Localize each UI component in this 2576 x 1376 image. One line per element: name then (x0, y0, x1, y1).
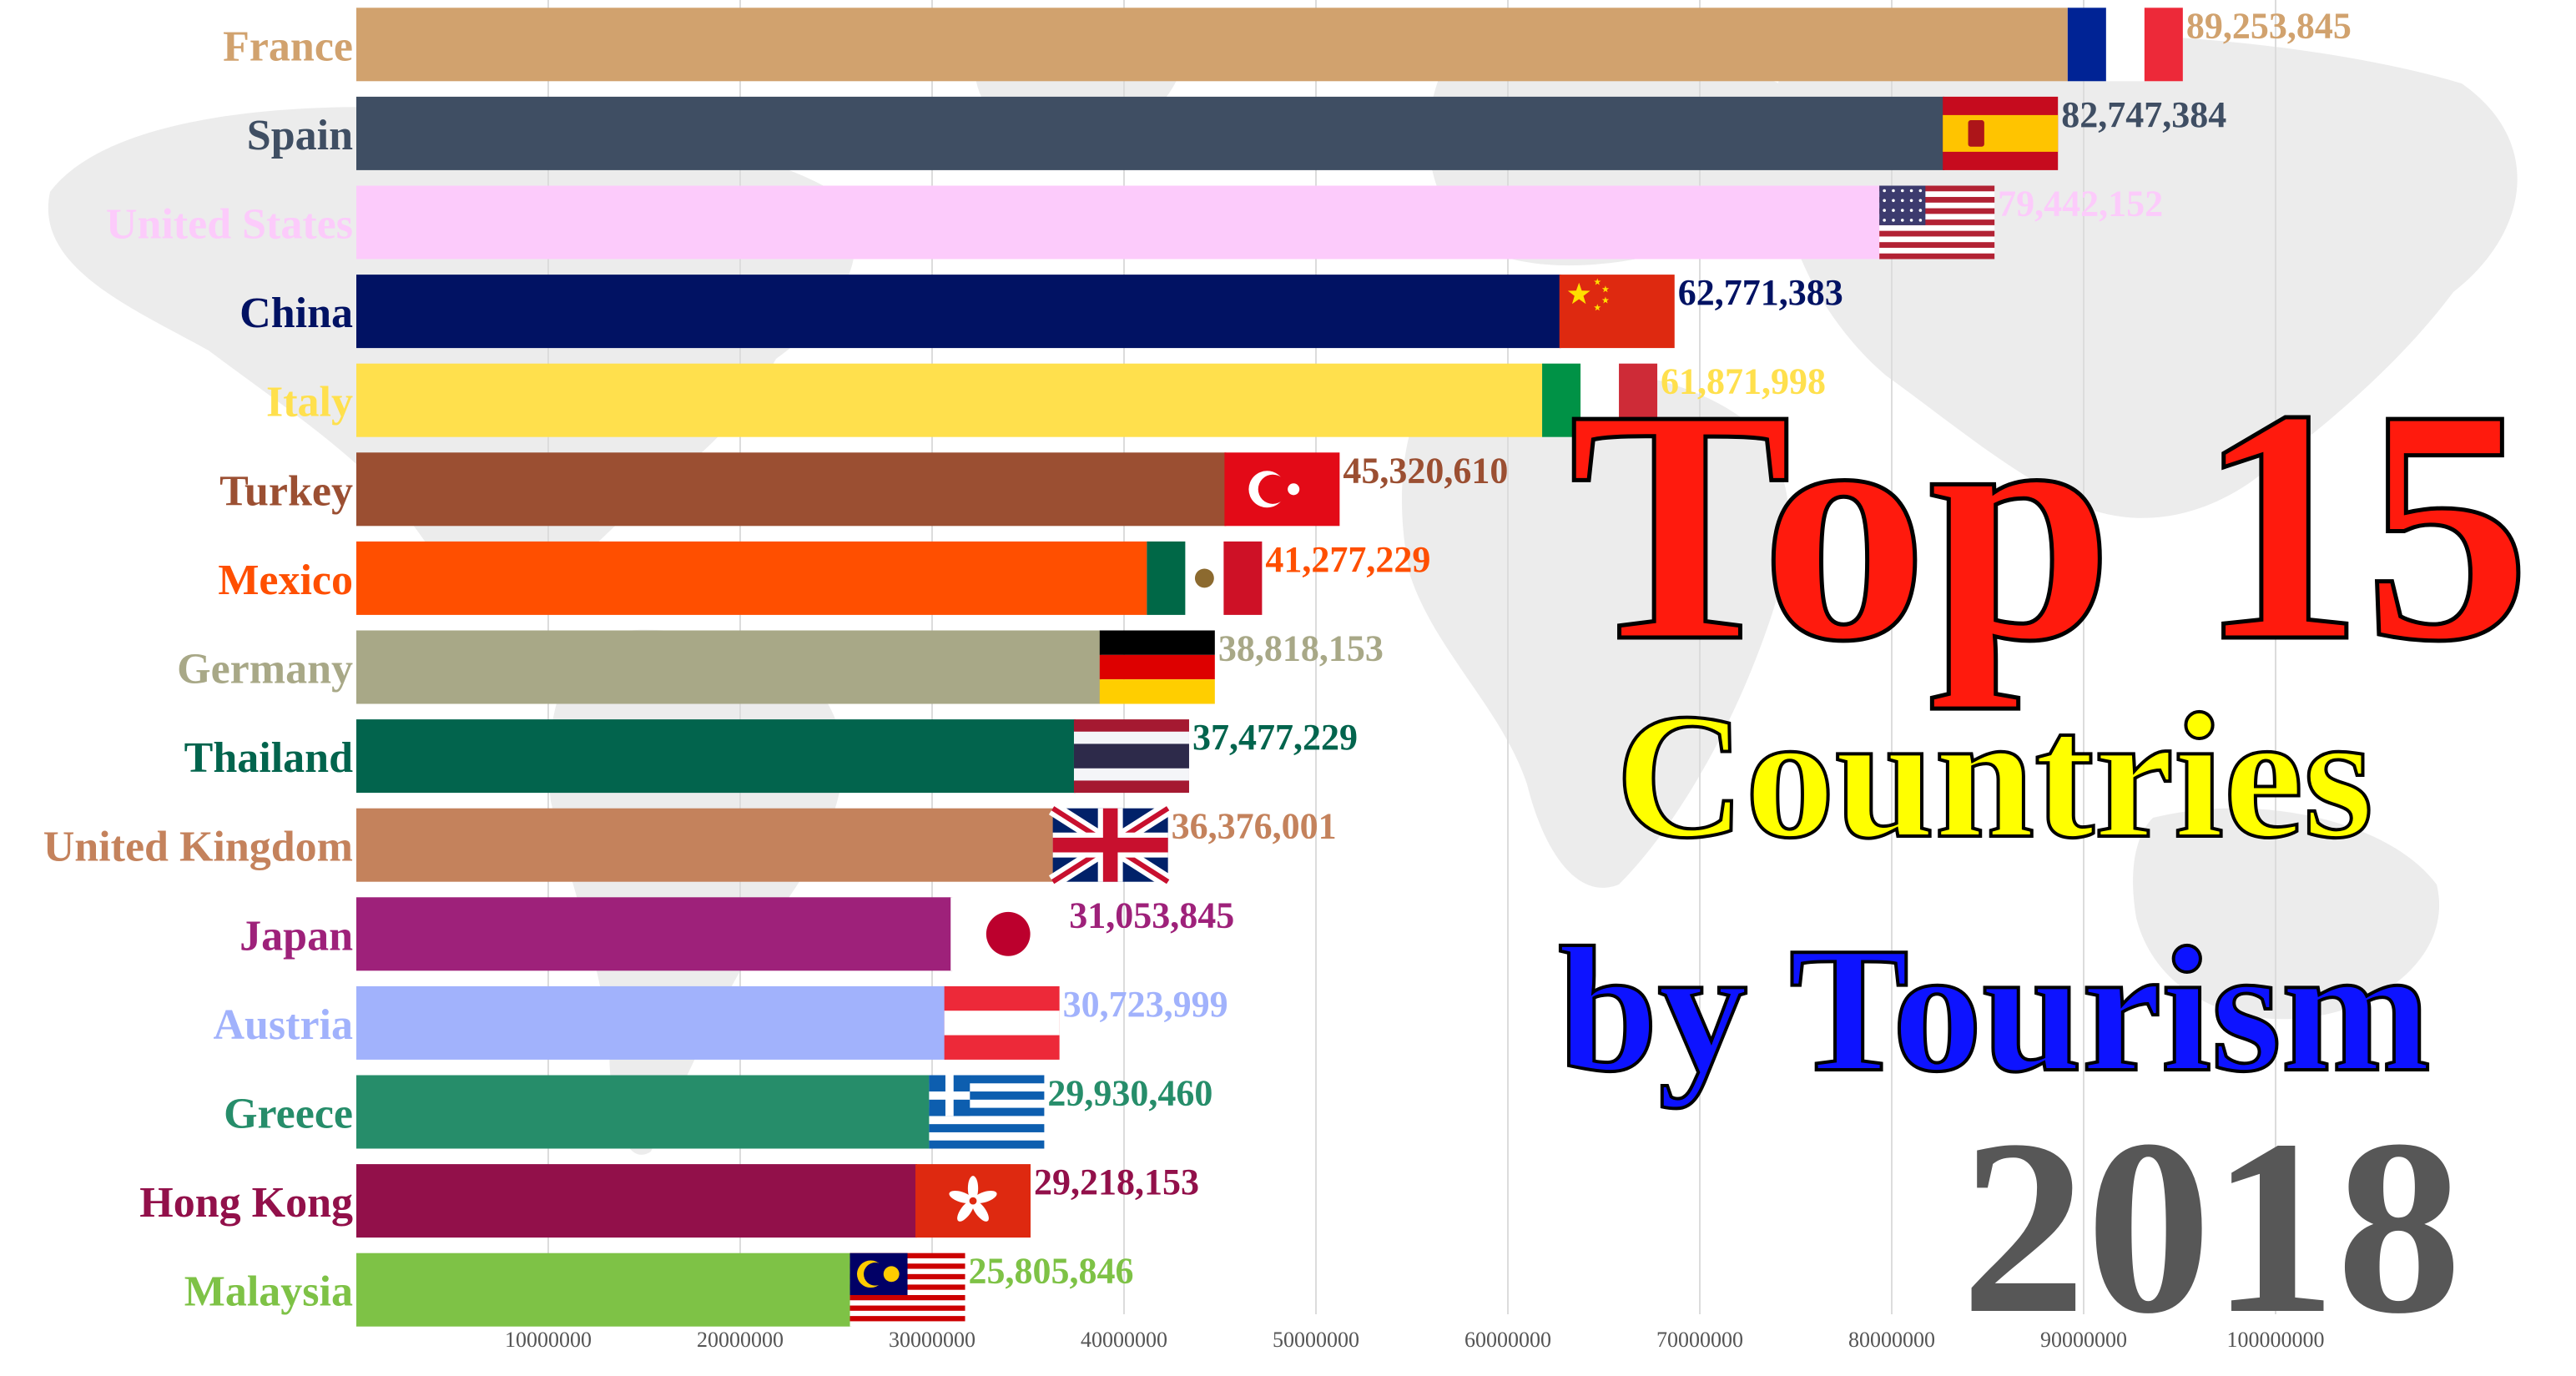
value-label: 31,053,845 (1069, 895, 1234, 935)
x-axis-ticks: 10000000 20000000 30000000 40000000 50000000… (505, 1328, 2325, 1352)
china-flag-icon (1559, 275, 1675, 349)
usa-flag-icon (1879, 185, 1995, 260)
bar (356, 985, 946, 1060)
bar-row: Thailand 37,477,229 (184, 717, 1358, 794)
turkey-flag-icon (1224, 452, 1340, 527)
spain-flag-icon (1943, 96, 2059, 170)
caption-countries: Countries (1614, 676, 2375, 875)
japan-flag-icon (950, 897, 1066, 971)
value-label: 82,747,384 (2061, 94, 2226, 135)
thailand-flag-icon (1073, 719, 1189, 794)
value-label: 37,477,229 (1192, 717, 1358, 758)
malaysia-flag-icon (849, 1253, 965, 1327)
uk-flag-icon (1048, 802, 1172, 889)
value-label: 61,871,998 (1661, 361, 1826, 402)
bar (356, 8, 2069, 82)
category-label: Germany (177, 646, 353, 693)
x-tick-label: 90000000 (2040, 1328, 2127, 1352)
bar (356, 96, 1945, 170)
france-flag-icon (2067, 8, 2183, 82)
bar (356, 185, 1882, 260)
category-label: Hong Kong (139, 1179, 353, 1227)
bar (356, 1253, 852, 1327)
austria-flag-icon (944, 985, 1060, 1060)
bar (356, 719, 1076, 794)
bar (356, 541, 1149, 615)
value-label: 62,771,383 (1678, 272, 1843, 313)
category-label: Spain (247, 112, 353, 159)
x-tick-label: 70000000 (1656, 1328, 1743, 1352)
bar (356, 275, 1561, 349)
category-label: Italy (266, 379, 353, 426)
x-tick-label: 40000000 (1081, 1328, 1167, 1352)
bar-row: United Kingdom 36,376,001 (43, 802, 1337, 889)
category-label: United Kingdom (43, 824, 353, 871)
bar-row: France 89,253,845 (223, 5, 2352, 82)
africa-shape (1402, 367, 1789, 888)
caption-year: 2018 (1961, 1088, 2462, 1365)
bar-row: Hong Kong 29,218,153 (139, 1162, 1199, 1238)
x-tick-label: 100000000 (2227, 1328, 2325, 1352)
x-tick-label: 50000000 (1273, 1328, 1359, 1352)
value-label: 41,277,229 (1265, 539, 1430, 580)
bar-row: Spain 82,747,384 (247, 94, 2226, 170)
category-label: United States (106, 201, 353, 249)
bar-row: Italy 61,871,998 (266, 361, 1826, 437)
category-label: Turkey (219, 467, 353, 515)
bar-row: United States 79,442,152 (106, 184, 2163, 260)
bar-row: Austria 30,723,999 (213, 984, 1228, 1060)
x-tick-label: 60000000 (1464, 1328, 1551, 1352)
category-label: Malaysia (184, 1268, 353, 1316)
bar-row: Malaysia 25,805,846 (184, 1251, 1134, 1327)
italy-flag-icon (1542, 363, 1658, 437)
bar-row: Germany 38,818,153 (177, 628, 1384, 704)
x-tick-label: 30000000 (889, 1328, 975, 1352)
value-label: 38,818,153 (1218, 628, 1384, 669)
category-label: France (223, 23, 353, 70)
bar (356, 452, 1227, 527)
x-tick-label: 20000000 (697, 1328, 784, 1352)
value-label: 30,723,999 (1063, 984, 1228, 1025)
category-label: Thailand (184, 734, 353, 782)
hongkong-flag-icon (915, 1164, 1031, 1238)
bar-row: Turkey 45,320,610 (219, 450, 1508, 527)
value-label: 29,930,460 (1047, 1073, 1212, 1114)
value-label: 36,376,001 (1172, 806, 1337, 847)
value-label: 79,442,152 (1998, 184, 2163, 224)
value-label: 29,218,153 (1034, 1162, 1199, 1202)
bar-row: Japan 31,053,845 (239, 895, 1234, 971)
category-label: Austria (213, 1001, 353, 1049)
value-label: 45,320,610 (1343, 450, 1508, 491)
greece-flag-icon (929, 1075, 1045, 1149)
bar (356, 897, 953, 971)
bars-layer: France 89,253,845 Spain 82,747,384 United St… (43, 5, 2352, 1327)
bar (356, 363, 1545, 437)
value-label: 89,253,845 (2186, 5, 2352, 46)
mexico-flag-icon (1147, 541, 1263, 615)
bar-row: Greece 29,930,460 (224, 1073, 1212, 1149)
category-label: China (239, 290, 353, 337)
value-label: 25,805,846 (969, 1251, 1134, 1292)
x-tick-label: 10000000 (505, 1328, 592, 1352)
germany-flag-icon (1099, 630, 1215, 704)
caption-by-tourism: by Tourism (1556, 910, 2432, 1109)
caption-top15: Top 15 (1567, 340, 2533, 710)
category-label: Japan (239, 912, 353, 960)
bar-row: Mexico 41,277,229 (218, 539, 1430, 615)
bar (356, 1164, 918, 1238)
australia-shape (2133, 808, 2440, 1020)
bar (356, 808, 1055, 882)
category-label: Greece (224, 1091, 353, 1138)
x-tick-label: 80000000 (1848, 1328, 1935, 1352)
bar-row: China 62,771,383 (239, 272, 1843, 349)
bar (356, 1075, 931, 1149)
bar (356, 630, 1101, 704)
category-label: Mexico (218, 557, 353, 604)
